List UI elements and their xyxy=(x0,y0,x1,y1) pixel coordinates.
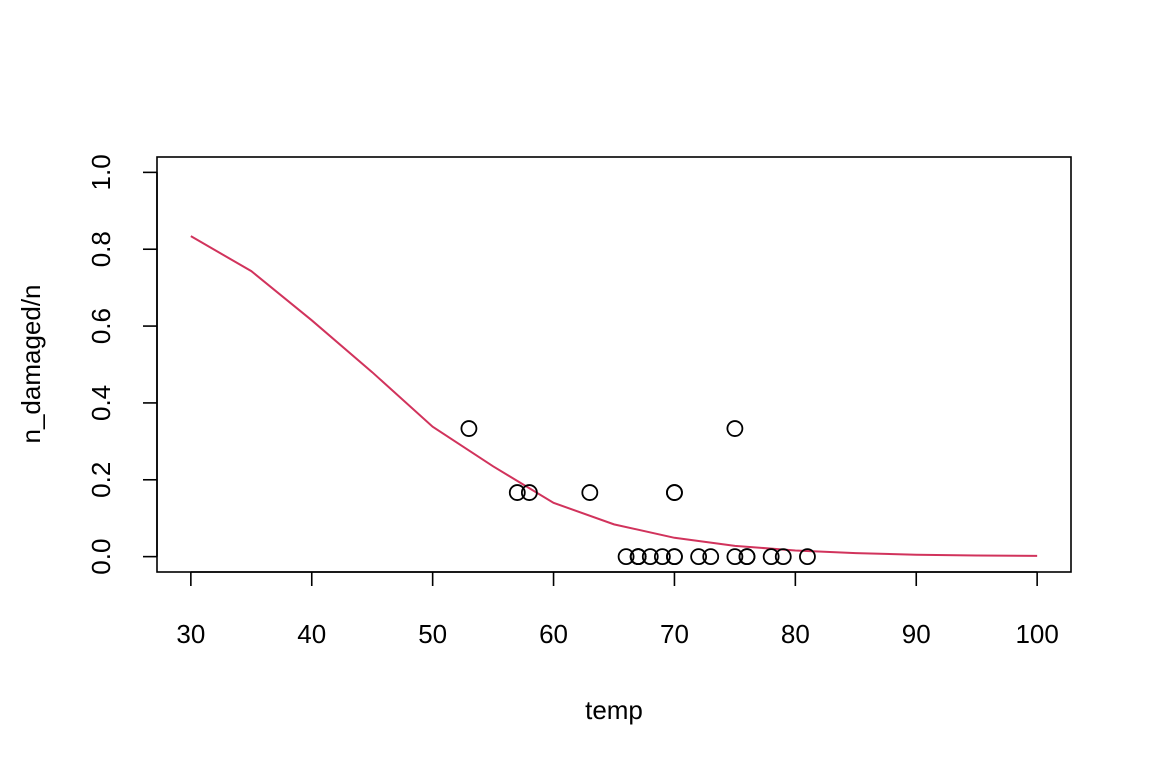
data-point xyxy=(666,484,683,501)
data-point xyxy=(460,420,478,437)
y-axis-label: n_damaged/n xyxy=(16,284,46,443)
x-tick-label: 50 xyxy=(418,619,447,649)
data-point xyxy=(702,548,720,566)
y-axis: 0.0 0.2 0.4 0.6 0.8 1.0 xyxy=(86,154,158,575)
data-points-layer xyxy=(460,420,816,566)
x-tick-label: 70 xyxy=(660,619,689,649)
data-point xyxy=(508,484,526,501)
data-point xyxy=(617,548,635,566)
y-tick-label: 1.0 xyxy=(86,154,116,190)
data-point xyxy=(726,420,744,437)
y-tick-label: 0.6 xyxy=(86,308,116,344)
fitted-curve-layer xyxy=(190,235,1038,557)
x-tick-label: 90 xyxy=(902,619,931,649)
data-point xyxy=(641,548,659,566)
data-point xyxy=(774,548,792,566)
y-tick-label: 0.2 xyxy=(86,462,116,498)
data-point xyxy=(799,548,816,566)
y-tick-label: 0.0 xyxy=(86,539,116,575)
x-tick-label: 80 xyxy=(781,619,810,649)
data-point xyxy=(520,484,538,501)
x-axis-label: temp xyxy=(585,695,643,725)
y-tick-label: 0.4 xyxy=(86,385,116,421)
x-tick-label: 100 xyxy=(1015,619,1058,649)
y-tick-label: 0.8 xyxy=(86,231,116,267)
x-tick-label: 40 xyxy=(297,619,326,649)
x-axis: 30 40 50 60 70 80 90 100 xyxy=(176,571,1059,649)
data-point xyxy=(629,548,647,566)
data-point xyxy=(726,548,744,566)
data-point xyxy=(666,548,683,566)
data-point xyxy=(762,548,780,566)
plot-frame xyxy=(156,156,1072,573)
data-point xyxy=(581,484,599,501)
data-point xyxy=(738,548,756,566)
x-tick-label: 60 xyxy=(539,619,568,649)
x-tick-label: 30 xyxy=(176,619,205,649)
data-point xyxy=(690,548,708,566)
data-point xyxy=(653,548,671,566)
fitted-curve xyxy=(190,235,1038,557)
